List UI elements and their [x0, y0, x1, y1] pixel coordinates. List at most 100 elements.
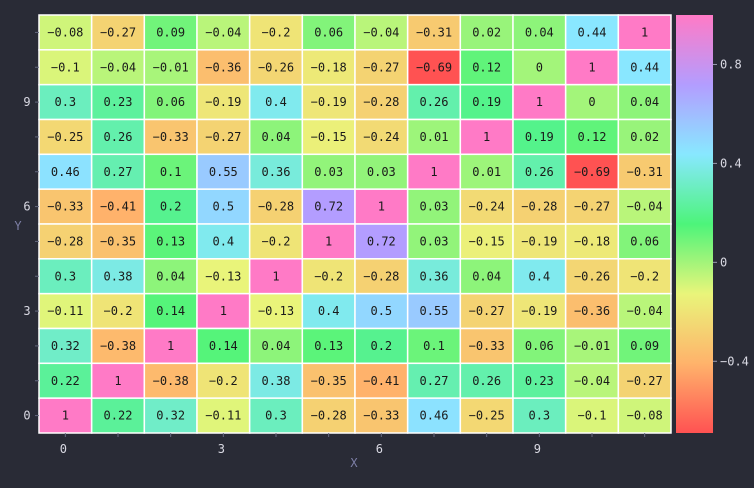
cell-value-label: 0.36 — [420, 269, 449, 283]
cell-value-label: 0.72 — [314, 200, 343, 214]
cell-value-label: 0.4 — [528, 269, 550, 283]
cell-value-label: 0.13 — [156, 234, 185, 248]
cell-value-label: 0.23 — [525, 374, 554, 388]
heatmap-cell — [617, 223, 672, 260]
heatmap-cell — [196, 327, 251, 365]
cell-value-label: −0.04 — [627, 200, 663, 214]
cell-value-label: −0.08 — [627, 409, 663, 423]
heatmap-cell — [38, 188, 93, 225]
x-tick-label: 6 — [376, 442, 383, 456]
cell-value-label: 0.01 — [472, 165, 501, 179]
cell-value-label: 0.44 — [578, 25, 607, 39]
cell-value-label: −0.19 — [205, 95, 241, 109]
heatmap-cell — [354, 153, 409, 190]
cell-value-label: −0.2 — [104, 304, 133, 318]
cell-value-label: −0.2 — [262, 25, 291, 39]
cell-value-label: −0.13 — [205, 269, 241, 283]
heatmap-cell — [90, 362, 146, 399]
cell-value-label: −0.41 — [100, 200, 136, 214]
heatmap-cell — [406, 188, 462, 225]
cell-value-label: −0.28 — [311, 409, 347, 423]
heatmap-cell — [38, 153, 93, 190]
cell-value-label: −0.2 — [262, 234, 291, 248]
cell-value-label: 0.44 — [630, 60, 659, 74]
cell-value-label: 1 — [167, 339, 174, 353]
heatmap-cell — [512, 223, 567, 260]
heatmap-cells — [38, 14, 672, 434]
cell-value-label: 0.04 — [630, 95, 659, 109]
cell-value-label: 0.03 — [314, 165, 343, 179]
cell-value-label: 0.3 — [54, 95, 76, 109]
colorbar — [676, 15, 713, 433]
heatmap-cell — [512, 49, 567, 86]
heatmap-cell — [354, 292, 409, 330]
cell-value-label: −0.31 — [627, 165, 663, 179]
heatmap-cell — [90, 292, 146, 330]
heatmap-cell — [301, 153, 356, 190]
cell-value-label: 0.06 — [314, 25, 343, 39]
cell-value-label: 0.06 — [630, 234, 659, 248]
cell-value-label: 0.55 — [209, 165, 238, 179]
colorbar-tick-label: 0.8 — [720, 57, 742, 71]
cell-value-label: 0.38 — [262, 374, 291, 388]
x-axis-label: X — [350, 456, 358, 470]
heatmap-cell — [248, 258, 304, 295]
cell-value-label: 0.55 — [420, 304, 449, 318]
cell-value-label: −0.2 — [630, 269, 659, 283]
heatmap-cell — [354, 362, 409, 399]
heatmap-cell — [354, 188, 409, 225]
cell-value-label: 0.4 — [212, 234, 234, 248]
cell-value-label: 0 — [536, 60, 543, 74]
cell-value-label: −0.35 — [100, 234, 136, 248]
cell-value-label: 0.03 — [420, 200, 449, 214]
heatmap-cell — [143, 83, 198, 121]
heatmap-cell — [354, 83, 409, 121]
cell-value-label: −0.28 — [363, 95, 399, 109]
cell-value-label: −0.69 — [416, 60, 452, 74]
heatmap-cell — [301, 362, 356, 399]
cell-value-label: 0.5 — [212, 200, 234, 214]
cell-value-label: −0.04 — [363, 25, 399, 39]
cell-value-label: 0.2 — [370, 339, 392, 353]
cell-value-label: 0.2 — [160, 200, 182, 214]
heatmap-cell — [143, 292, 198, 330]
cell-value-label: 1 — [272, 269, 279, 283]
y-tick-label: 0 — [23, 409, 30, 423]
cell-value-label: −0.04 — [205, 25, 241, 39]
cell-value-label: −0.25 — [469, 409, 505, 423]
cell-value-label: 0.03 — [367, 165, 396, 179]
cell-value-label: 0.36 — [262, 165, 291, 179]
cell-value-label: −0.13 — [258, 304, 294, 318]
cell-value-label: 0.38 — [104, 269, 133, 283]
cell-value-label: 0.4 — [265, 95, 287, 109]
heatmap-cell — [143, 223, 198, 260]
cell-value-label: 0.09 — [630, 339, 659, 353]
cell-value-label: 0.03 — [420, 234, 449, 248]
cell-value-label: −0.19 — [521, 234, 557, 248]
cell-value-label: −0.27 — [100, 25, 136, 39]
heatmap-cell — [196, 49, 251, 86]
cell-value-label: −0.31 — [416, 25, 452, 39]
heatmap-cell — [617, 362, 672, 399]
heatmap-cell — [617, 397, 672, 434]
heatmap-cell — [90, 153, 146, 190]
cell-value-label: 1 — [325, 234, 332, 248]
heatmap-cell — [301, 188, 356, 225]
cell-value-label: −0.33 — [363, 409, 399, 423]
heatmap-cell — [301, 118, 356, 156]
cell-value-label: 0.22 — [104, 409, 133, 423]
cell-value-label: 0.14 — [209, 339, 238, 353]
heatmap-cell — [617, 258, 672, 295]
cell-value-label: −0.33 — [47, 200, 83, 214]
heatmap-cell — [617, 188, 672, 225]
heatmap-cell — [248, 223, 304, 260]
cell-value-label: −0.27 — [205, 130, 241, 144]
cell-value-labels: −0.08 −0.27 0.09 −0.04 −0.2 0.06 −0.04 −0.31 0.0… — [47, 25, 662, 422]
cell-value-label: 0.04 — [525, 25, 554, 39]
heatmap-cell — [301, 223, 356, 260]
heatmap-cell — [564, 258, 620, 295]
cell-value-label: −0.26 — [258, 60, 294, 74]
heatmap-cell — [38, 362, 93, 399]
